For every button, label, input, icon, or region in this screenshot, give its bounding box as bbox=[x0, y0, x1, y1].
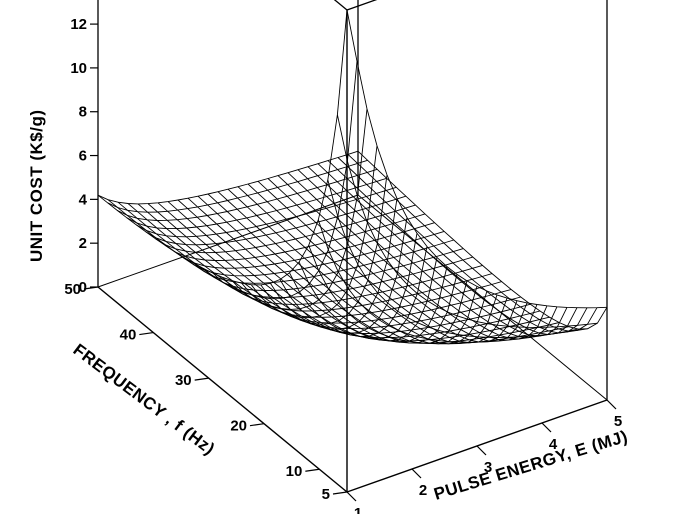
mesh-line-frequency bbox=[270, 283, 531, 334]
x-tick-label: 5 bbox=[614, 413, 622, 430]
y-tick-label: 40 bbox=[120, 327, 137, 344]
mesh-line-frequency bbox=[174, 222, 435, 269]
z-axis-label: UNIT COST (K$/g) bbox=[27, 110, 46, 263]
y-tick-mark bbox=[332, 491, 348, 495]
mesh-line-frequency bbox=[145, 195, 407, 246]
x-tick-label: 3 bbox=[484, 459, 492, 476]
mesh-line-frequency bbox=[193, 239, 454, 284]
mesh-line-energy bbox=[157, 202, 408, 334]
mesh-line-frequency bbox=[346, 9, 608, 309]
mesh-line-frequency bbox=[250, 284, 512, 324]
mesh-line-frequency bbox=[279, 279, 541, 339]
z-tick-label: 0 bbox=[79, 279, 87, 296]
x-tick-mark bbox=[411, 468, 422, 479]
x-tick-mark bbox=[606, 399, 617, 410]
bounding-box-back bbox=[97, 0, 608, 401]
y-tick-mark bbox=[305, 468, 320, 472]
x-axis-label: PULSE ENERGY, E (MJ) bbox=[432, 427, 631, 504]
mesh-line-frequency bbox=[231, 273, 493, 312]
box-edge bbox=[346, 0, 378, 11]
y-tick-mark bbox=[194, 377, 209, 381]
mesh-line-frequency bbox=[136, 186, 397, 238]
y-tick-label: 20 bbox=[230, 418, 247, 435]
mesh-line-energy bbox=[297, 169, 548, 340]
x-tick-mark bbox=[476, 445, 487, 456]
mesh-line-energy bbox=[107, 61, 358, 300]
y-tick-label: 5 bbox=[322, 486, 330, 503]
y-tick-mark bbox=[249, 423, 265, 427]
y-tick-label: 50 bbox=[64, 281, 81, 298]
mesh-line-frequency bbox=[203, 248, 464, 291]
x-tick-label: 4 bbox=[549, 436, 558, 453]
mesh-line-frequency bbox=[241, 281, 502, 318]
x-tick-mark bbox=[346, 491, 357, 502]
x-tick-mark bbox=[541, 422, 552, 433]
z-tick-label: 10 bbox=[70, 60, 87, 77]
surface-mesh bbox=[97, 9, 608, 345]
mesh-line-frequency bbox=[260, 284, 521, 330]
mesh-line-frequency bbox=[117, 168, 378, 221]
box-edge bbox=[333, 0, 348, 11]
mesh-line-frequency bbox=[308, 245, 569, 345]
y-axis-label: FREQUENCY , f (Hz) bbox=[70, 340, 219, 459]
y-tick-label: 30 bbox=[175, 372, 192, 389]
mesh-line-frequency bbox=[164, 213, 426, 261]
y-tick-mark bbox=[83, 286, 99, 290]
z-tick-label: 8 bbox=[79, 104, 87, 121]
mesh-line-frequency bbox=[97, 150, 359, 205]
axis-ticks: 02468101214161820225040302010512345 bbox=[64, 16, 622, 514]
mesh-line-frequency bbox=[212, 256, 474, 299]
mesh-line-frequency bbox=[183, 230, 445, 277]
box-edge bbox=[97, 194, 359, 288]
x-tick-label: 2 bbox=[419, 482, 427, 499]
mesh-line-frequency bbox=[107, 159, 368, 213]
z-tick-label: 4 bbox=[79, 191, 88, 208]
y-tick-label: 10 bbox=[286, 463, 303, 480]
mesh-line-frequency bbox=[289, 272, 550, 342]
z-tick-label: 6 bbox=[79, 148, 87, 165]
mesh-line-frequency bbox=[336, 114, 598, 328]
x-tick-label: 1 bbox=[354, 505, 362, 514]
mesh-line-frequency bbox=[126, 177, 387, 230]
z-tick-label: 2 bbox=[79, 235, 87, 252]
mesh-line-frequency bbox=[222, 264, 483, 305]
mesh-line-frequency bbox=[155, 204, 416, 254]
mesh-line-energy bbox=[97, 9, 348, 286]
box-edge bbox=[97, 286, 348, 493]
z-tick-label: 12 bbox=[70, 16, 87, 33]
y-tick-mark bbox=[139, 331, 154, 336]
